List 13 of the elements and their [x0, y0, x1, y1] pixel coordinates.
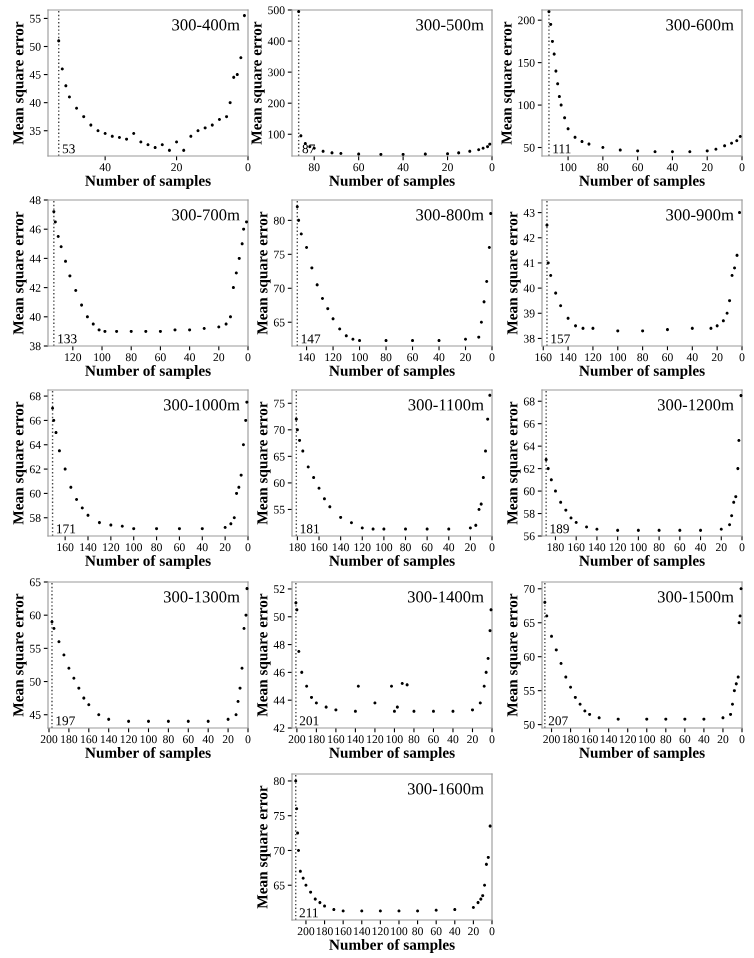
chart-title: 300-1200m — [657, 399, 734, 411]
chart-title: 300-1600m — [407, 783, 484, 795]
chart-title: 300-900m — [666, 209, 734, 221]
chart-title: 300-1000m — [163, 399, 240, 411]
chart-title: 300-800m — [416, 209, 484, 221]
chart-title: 300-600m — [666, 19, 734, 31]
chart-title: 300-1100m — [408, 399, 484, 411]
chart-title: 300-1300m — [163, 591, 240, 603]
chart-title: 300-1500m — [657, 591, 734, 603]
chart-title: 300-500m — [416, 19, 484, 31]
chart-title: 300-400m — [172, 19, 240, 31]
chart-title: 300-1400m — [407, 591, 484, 603]
chart-title: 300-700m — [172, 209, 240, 221]
